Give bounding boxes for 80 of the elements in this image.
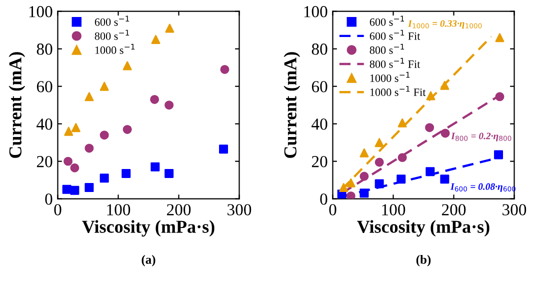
legend-label: 800 s$^{−1}$ <box>370 44 404 54</box>
y-tick-label: 40 <box>312 118 328 130</box>
point <box>360 148 369 158</box>
point <box>374 158 384 167</box>
point <box>122 61 132 70</box>
point <box>374 179 384 188</box>
y-axis-title: Current (mA) <box>8 52 26 158</box>
y-tick-label: 100 <box>29 6 52 18</box>
annotation: I$_{800}$ = 0.2·η$_{800}$ <box>451 132 512 142</box>
x-axis-title: Viscosity (mPa·s) <box>357 220 490 237</box>
point <box>70 186 80 195</box>
point <box>396 174 406 184</box>
point <box>426 167 435 176</box>
point <box>494 150 504 160</box>
x-tick-label: 200 <box>166 204 191 216</box>
point <box>398 118 407 128</box>
y-tick-label: 40 <box>36 118 52 130</box>
y-tick-label: 60 <box>312 81 328 92</box>
point <box>100 130 109 140</box>
point <box>100 174 109 183</box>
y-axis-title: Current (mA) <box>284 52 300 158</box>
point <box>426 91 436 100</box>
y-tick-label: 60 <box>36 81 52 92</box>
point <box>440 80 450 90</box>
y-tick-label: 20 <box>312 156 328 168</box>
legend-label: 1000 s$^{−1}$ Fit <box>370 86 426 96</box>
y-tick-label: 80 <box>36 44 52 55</box>
text: (a) <box>142 255 156 266</box>
legend-label: 800 s$^{−1}$ <box>94 30 130 40</box>
point <box>360 188 369 198</box>
legend-label: 800 s$^{−1}$ Fit <box>370 58 420 68</box>
point <box>219 144 228 154</box>
point <box>122 168 131 178</box>
text: (b) <box>416 255 431 266</box>
point <box>374 138 384 148</box>
x-tick-label: 300 <box>228 204 252 216</box>
point <box>346 191 356 199</box>
legend-label: 1000 s$^{−1}$ <box>95 44 135 54</box>
point <box>122 124 132 134</box>
point <box>64 126 74 136</box>
point <box>84 183 94 192</box>
annotation: I$_{1000}$ = 0.33·η$_{1000}$ <box>408 20 482 29</box>
y-tick-label: 0 <box>320 194 328 205</box>
point <box>165 24 174 33</box>
legend-label: 1000 s$^{−1}$ <box>370 72 410 82</box>
point <box>70 163 80 172</box>
y-tick-label: 100 <box>304 6 328 18</box>
point <box>220 64 230 74</box>
point <box>495 33 504 42</box>
x-axis-title: Viscosity (mPa·s) <box>82 220 214 237</box>
y-tick-label: 0 <box>45 194 52 205</box>
point <box>164 100 174 110</box>
y-tick-label: 80 <box>312 44 328 55</box>
x-tick-label: 100 <box>382 204 406 216</box>
point <box>84 144 94 153</box>
x-tick-label: 200 <box>442 204 466 216</box>
point <box>360 172 369 181</box>
point <box>71 123 80 132</box>
point <box>64 156 73 166</box>
legend-label: 600 s$^{−1}$ <box>370 16 404 26</box>
point <box>425 123 434 132</box>
x-tick-label: 0 <box>54 204 62 216</box>
x-tick-label: 100 <box>107 204 130 216</box>
point <box>84 92 94 102</box>
x-tick-label: 0 <box>329 204 336 216</box>
x-tick-label: 300 <box>502 204 526 216</box>
point <box>398 153 407 162</box>
legend-label: 600 s$^{−1}$ <box>94 16 130 26</box>
point <box>339 183 348 192</box>
point <box>440 174 450 184</box>
y-tick-label: 20 <box>36 156 52 168</box>
point <box>100 82 109 91</box>
point <box>151 34 160 44</box>
legend-label: 600 s$^{−1}$ Fit <box>370 30 420 40</box>
point <box>440 128 450 138</box>
point <box>495 92 504 102</box>
point <box>150 94 160 104</box>
point <box>346 178 356 188</box>
point <box>164 168 174 178</box>
point <box>150 162 160 172</box>
